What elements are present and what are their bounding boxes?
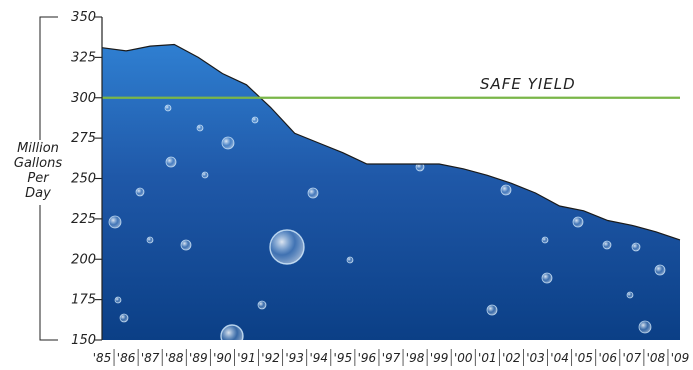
x-tick-label: '99 xyxy=(430,351,449,365)
y-axis-label-line-2: Gallons xyxy=(14,156,62,171)
y-tick-label: 175 xyxy=(71,293,96,308)
y-axis-label-line-3: Per xyxy=(27,171,50,186)
x-tick-label: '06 xyxy=(598,351,617,365)
x-tick-label: '86 xyxy=(117,351,136,365)
y-tick-label: 275 xyxy=(71,131,96,146)
bubble xyxy=(114,296,122,304)
bubble xyxy=(500,184,512,196)
y-label-bracket xyxy=(39,205,58,341)
x-tick-label: '98 xyxy=(406,351,425,365)
y-tick-label: 150 xyxy=(71,333,96,348)
x-ticks: '85 '86 '87 '88 '89 '90 '91 '92 '93 '94 '95 '96 '97 '… xyxy=(93,349,690,366)
x-tick-label: '88 xyxy=(165,351,184,365)
x-tick-label: '90 xyxy=(213,351,232,365)
y-tick-label: 300 xyxy=(71,91,96,106)
y-axis-label-line-1: Million xyxy=(17,141,59,156)
bubble xyxy=(541,236,549,244)
bubble-decoration xyxy=(108,104,666,340)
bubble xyxy=(586,196,594,204)
bubble xyxy=(108,215,122,229)
bubble xyxy=(638,320,652,334)
y-tick-label: 350 xyxy=(71,10,96,25)
bubble xyxy=(626,291,634,299)
x-tick-label: '04 xyxy=(550,351,569,365)
series-line xyxy=(101,43,681,241)
x-tick-label: '00 xyxy=(454,351,473,365)
bubble xyxy=(486,304,498,316)
bubble xyxy=(135,187,145,197)
bubble xyxy=(654,264,666,276)
x-tick-label: '09 xyxy=(671,351,690,365)
x-tick-label: '95 xyxy=(334,351,353,365)
water-area xyxy=(102,44,680,340)
bubble xyxy=(307,187,319,199)
bubble xyxy=(164,104,172,112)
bubble xyxy=(456,156,464,164)
bubble xyxy=(572,216,584,228)
y-tick-label: 250 xyxy=(71,172,96,187)
bubble xyxy=(541,272,553,284)
safe-yield-label: SAFE YIELD xyxy=(480,75,576,93)
y-label-bracket xyxy=(39,16,58,140)
x-tick-label: '03 xyxy=(526,351,545,365)
y-ticks: 150 175 200 225 250 275 300 325 350 xyxy=(39,10,102,348)
x-tick-label: '05 xyxy=(574,351,593,365)
bubble xyxy=(201,171,209,179)
bubble xyxy=(631,242,641,252)
x-tick-label: '02 xyxy=(502,351,521,365)
x-tick-label: '94 xyxy=(309,351,328,365)
bubble xyxy=(257,300,267,310)
bubble xyxy=(180,239,192,251)
x-tick-label: '01 xyxy=(478,351,497,365)
bubble xyxy=(220,324,244,340)
x-tick-label: '87 xyxy=(141,351,160,365)
x-tick-label: '92 xyxy=(261,351,280,365)
bubble xyxy=(269,229,305,265)
bubble xyxy=(251,116,259,124)
bubble xyxy=(146,236,154,244)
y-tick-label: 225 xyxy=(71,212,96,227)
x-tick-label: '97 xyxy=(382,351,401,365)
x-tick-label: '91 xyxy=(237,351,256,365)
bubble xyxy=(602,240,612,250)
bubble xyxy=(221,136,235,150)
bubble xyxy=(165,156,177,168)
x-tick-label: '89 xyxy=(189,351,208,365)
bubble xyxy=(119,313,129,323)
y-tick-label: 325 xyxy=(71,50,96,65)
bubble xyxy=(196,124,204,132)
y-tick-label: 200 xyxy=(71,252,96,267)
x-tick-label: '96 xyxy=(358,351,377,365)
bubble xyxy=(346,256,354,264)
x-tick-label: '85 xyxy=(93,351,112,365)
x-tick-label: '93 xyxy=(285,351,304,365)
y-axis-label-line-4: Day xyxy=(25,186,51,201)
x-tick-label: '08 xyxy=(647,351,666,365)
x-tick-label: '07 xyxy=(623,351,642,365)
